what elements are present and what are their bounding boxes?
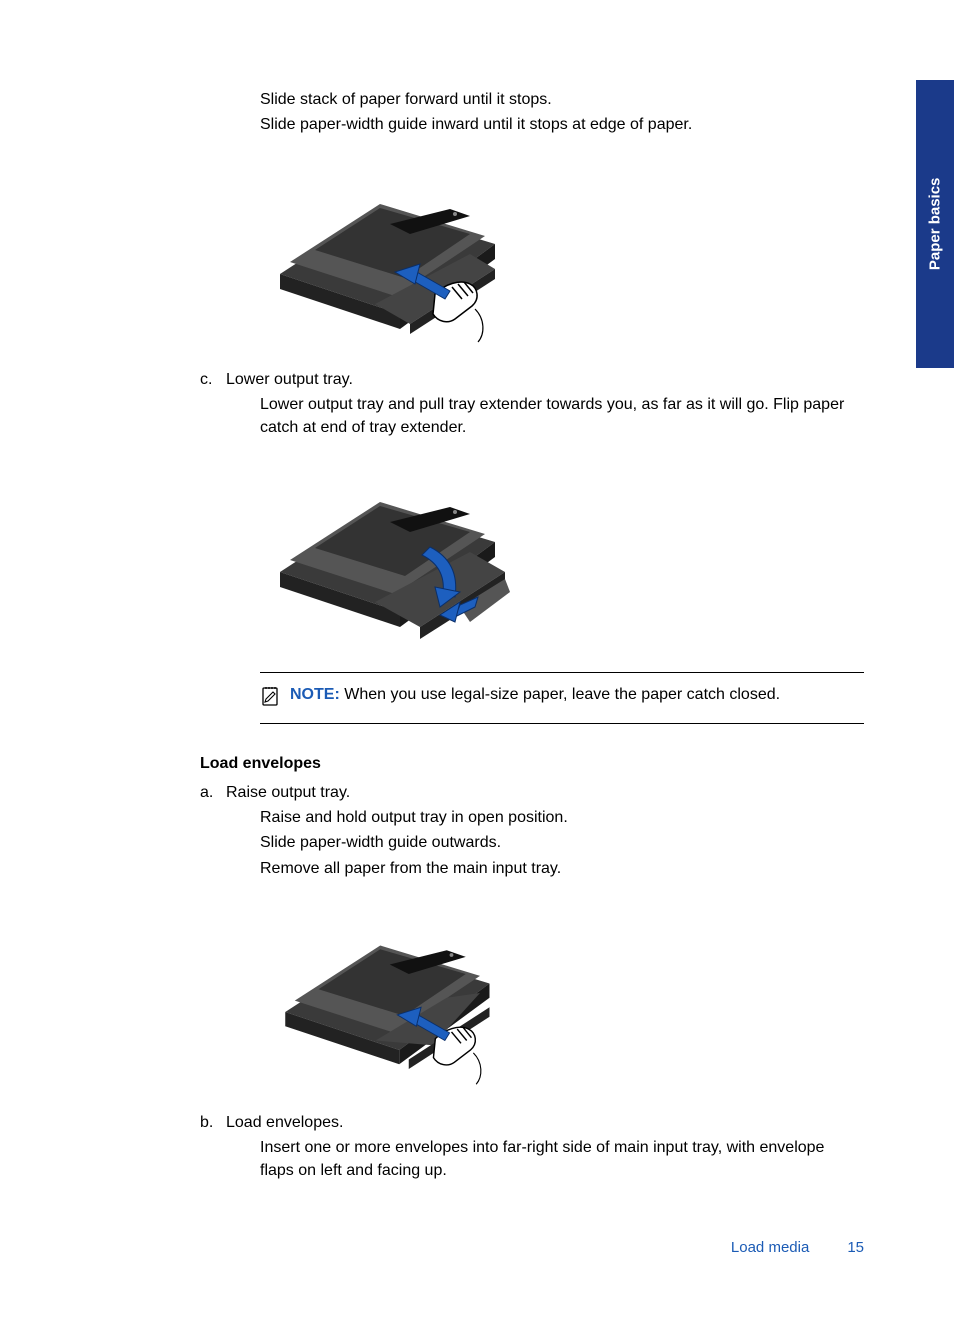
- step-a-header: a. Raise output tray.: [200, 781, 864, 804]
- note-box: NOTE: When you use legal-size paper, lea…: [260, 672, 864, 724]
- intro-line-1: Slide stack of paper forward until it st…: [260, 88, 854, 111]
- note-content: NOTE: When you use legal-size paper, lea…: [290, 683, 780, 706]
- step-c-body: Lower output tray and pull tray extender…: [260, 393, 854, 439]
- footer-link: Load media: [731, 1237, 809, 1259]
- step-c-letter: c.: [200, 368, 226, 391]
- page-footer: Load media 15: [731, 1237, 864, 1259]
- step-b-header: b. Load envelopes.: [200, 1111, 864, 1134]
- step-b-title: Load envelopes.: [226, 1111, 864, 1134]
- step-a-letter: a.: [200, 781, 226, 804]
- note-icon: [260, 685, 280, 713]
- printer-illustration-icon: [260, 154, 510, 344]
- chapter-tab: Paper basics: [916, 80, 954, 368]
- chapter-tab-label: Paper basics: [924, 178, 946, 271]
- figure-lower-tray: [260, 457, 864, 654]
- step-b-letter: b.: [200, 1111, 226, 1134]
- step-c-header: c. Lower output tray.: [200, 368, 864, 391]
- printer-illustration-icon: [260, 898, 510, 1088]
- figure-slide-paper: [260, 154, 864, 351]
- note-text: When you use legal-size paper, leave the…: [344, 686, 780, 703]
- step-b-body: Insert one or more envelopes into far-ri…: [260, 1136, 854, 1182]
- figure-raise-tray: [260, 898, 864, 1095]
- note-label: NOTE:: [290, 686, 340, 703]
- step-b-text: Insert one or more envelopes into far-ri…: [260, 1136, 854, 1182]
- printer-illustration-icon: [260, 457, 510, 647]
- step-a-line-1: Raise and hold output tray in open posit…: [260, 806, 854, 829]
- step-a-body: Raise and hold output tray in open posit…: [260, 806, 854, 880]
- step-c-title: Lower output tray.: [226, 368, 864, 391]
- step-a-line-3: Remove all paper from the main input tra…: [260, 857, 854, 880]
- step-c-text: Lower output tray and pull tray extender…: [260, 393, 854, 439]
- envelopes-heading: Load envelopes: [200, 752, 864, 775]
- step-a-title: Raise output tray.: [226, 781, 864, 804]
- intro-line-2: Slide paper-width guide inward until it …: [260, 113, 854, 136]
- intro-text: Slide stack of paper forward until it st…: [260, 88, 854, 136]
- footer-page-number: 15: [847, 1237, 864, 1259]
- step-a-line-2: Slide paper-width guide outwards.: [260, 831, 854, 854]
